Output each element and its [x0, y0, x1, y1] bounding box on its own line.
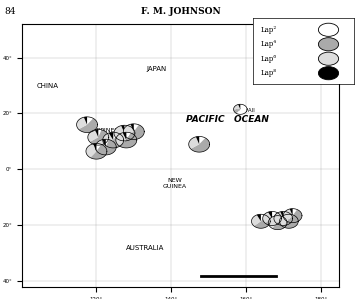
Polygon shape	[118, 127, 135, 141]
Polygon shape	[234, 109, 240, 113]
Circle shape	[318, 67, 339, 80]
Polygon shape	[114, 126, 125, 139]
Polygon shape	[126, 132, 131, 140]
Text: PHILIPPINES: PHILIPPINES	[82, 128, 119, 133]
Polygon shape	[88, 130, 98, 142]
Polygon shape	[234, 105, 240, 109]
Text: Lap⁸: Lap⁸	[261, 69, 277, 77]
Polygon shape	[96, 144, 101, 151]
Polygon shape	[103, 139, 106, 147]
Polygon shape	[287, 210, 302, 223]
Text: F. M. JOHNSON: F. M. JOHNSON	[141, 7, 220, 16]
Polygon shape	[238, 104, 240, 109]
Polygon shape	[286, 214, 289, 221]
Polygon shape	[277, 212, 293, 225]
Text: AUSTRALIA: AUSTRALIA	[126, 245, 164, 251]
Polygon shape	[275, 216, 278, 223]
Polygon shape	[263, 212, 272, 223]
Polygon shape	[196, 136, 199, 144]
Polygon shape	[131, 124, 134, 132]
Polygon shape	[103, 140, 116, 155]
Polygon shape	[278, 216, 283, 223]
Polygon shape	[283, 209, 293, 221]
Polygon shape	[199, 136, 205, 144]
Polygon shape	[272, 217, 287, 230]
Polygon shape	[283, 211, 288, 219]
Polygon shape	[103, 133, 113, 145]
Text: Lap²: Lap²	[261, 26, 277, 34]
Text: JAPAN: JAPAN	[146, 66, 166, 72]
Polygon shape	[79, 118, 97, 132]
Polygon shape	[126, 125, 144, 140]
Polygon shape	[86, 144, 96, 158]
Text: CHINA: CHINA	[37, 83, 59, 89]
Circle shape	[318, 52, 339, 65]
Polygon shape	[90, 130, 109, 145]
Polygon shape	[293, 209, 297, 216]
Polygon shape	[119, 133, 137, 148]
Polygon shape	[283, 215, 298, 228]
Polygon shape	[268, 216, 278, 228]
Polygon shape	[272, 211, 277, 219]
Polygon shape	[113, 132, 118, 140]
Polygon shape	[290, 209, 293, 216]
Polygon shape	[77, 117, 87, 129]
Polygon shape	[134, 124, 139, 132]
Polygon shape	[254, 215, 270, 228]
Polygon shape	[280, 211, 283, 219]
Polygon shape	[268, 211, 272, 219]
Text: Lap⁶: Lap⁶	[261, 55, 277, 63]
Polygon shape	[236, 104, 247, 114]
Text: HAWAII: HAWAII	[236, 108, 256, 113]
Polygon shape	[123, 124, 134, 137]
Polygon shape	[87, 117, 93, 125]
Polygon shape	[189, 137, 199, 149]
Polygon shape	[95, 129, 98, 137]
Polygon shape	[279, 215, 289, 226]
Polygon shape	[274, 212, 283, 223]
Polygon shape	[95, 140, 106, 155]
Text: NEW
GUINEA: NEW GUINEA	[163, 178, 187, 189]
Polygon shape	[191, 138, 210, 152]
Polygon shape	[265, 212, 282, 225]
Polygon shape	[252, 215, 261, 226]
Polygon shape	[109, 132, 113, 140]
Polygon shape	[90, 144, 107, 159]
Polygon shape	[123, 132, 126, 140]
Polygon shape	[257, 214, 261, 221]
Text: 84: 84	[4, 7, 16, 16]
Circle shape	[318, 38, 339, 51]
Polygon shape	[84, 117, 87, 125]
Circle shape	[318, 23, 339, 36]
Polygon shape	[106, 133, 124, 148]
Polygon shape	[125, 125, 131, 133]
Polygon shape	[289, 214, 293, 221]
Text: PACIFIC   OCEAN: PACIFIC OCEAN	[186, 115, 269, 123]
Polygon shape	[93, 144, 96, 151]
Polygon shape	[116, 133, 126, 146]
Text: Lap⁴: Lap⁴	[261, 40, 277, 48]
Polygon shape	[261, 214, 265, 221]
Polygon shape	[106, 139, 109, 147]
Polygon shape	[98, 129, 101, 137]
Polygon shape	[121, 125, 125, 133]
